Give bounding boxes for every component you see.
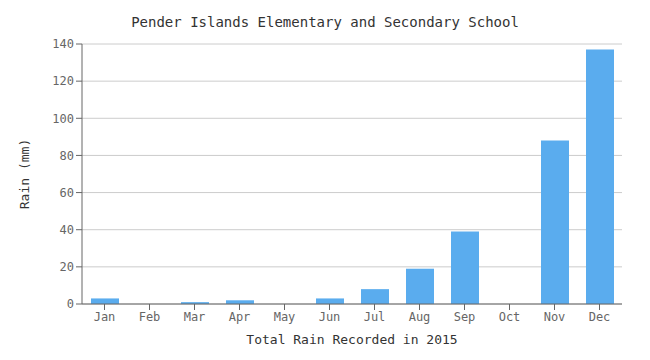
- svg-text:140: 140: [52, 37, 74, 51]
- svg-text:100: 100: [52, 112, 74, 126]
- svg-text:Sep: Sep: [454, 310, 476, 324]
- svg-text:80: 80: [60, 149, 74, 163]
- svg-text:Jan: Jan: [94, 310, 116, 324]
- html-text:Pender Islands Elementary and: Pender Islands Elementary and Secondary …: [131, 14, 519, 30]
- svg-text:May: May: [274, 310, 296, 324]
- svg-text:Nov: Nov: [544, 310, 566, 324]
- svg-text:Feb: Feb: [139, 310, 161, 324]
- svg-text:60: 60: [60, 186, 74, 200]
- svg-text:Rain (mm): Rain (mm): [17, 139, 32, 209]
- svg-text:Oct: Oct: [499, 310, 521, 324]
- svg-text:20: 20: [60, 260, 74, 274]
- svg-text:Apr: Apr: [229, 310, 251, 324]
- svg-text:Aug: Aug: [409, 310, 431, 324]
- svg-text:120: 120: [52, 74, 74, 88]
- svg-text:Total Rain Recorded in 2015: Total Rain Recorded in 2015: [246, 332, 457, 347]
- svg-text:0: 0: [67, 297, 74, 311]
- svg-text:Jun: Jun: [319, 310, 341, 324]
- svg-text:40: 40: [60, 223, 74, 237]
- svg-text:Dec: Dec: [589, 310, 611, 324]
- svg-text:Jul: Jul: [364, 310, 386, 324]
- svg-text:Mar: Mar: [184, 310, 206, 324]
